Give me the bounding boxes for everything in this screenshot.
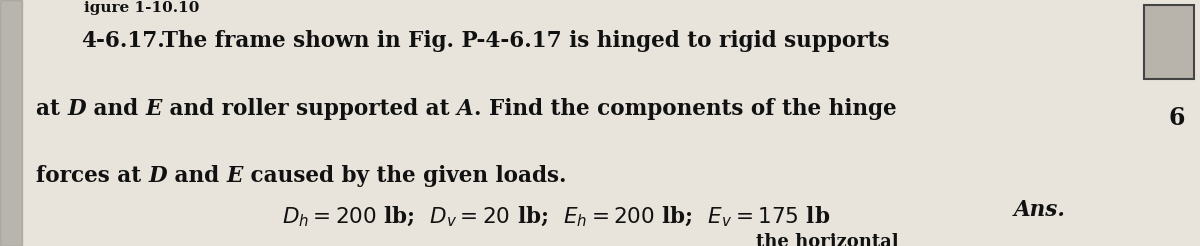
- Text: igure 1-10.10: igure 1-10.10: [84, 1, 199, 15]
- Text: and roller supported at: and roller supported at: [162, 98, 457, 120]
- Text: the horizontal: the horizontal: [756, 233, 899, 246]
- Bar: [0, 0, 22, 246]
- Text: E: E: [227, 165, 244, 187]
- Text: E: E: [145, 98, 162, 120]
- Text: D: D: [149, 165, 167, 187]
- Text: 4-6.17.: 4-6.17.: [82, 30, 166, 51]
- Text: A: A: [457, 98, 474, 120]
- Text: Ans.: Ans.: [1014, 200, 1066, 221]
- Text: forces at: forces at: [36, 165, 149, 187]
- Text: caused by the given loads.: caused by the given loads.: [244, 165, 566, 187]
- Text: $D_h = 200$ lb;  $D_v = 20$ lb;  $E_h = 200$ lb;  $E_v = 175$ lb: $D_h = 200$ lb; $D_v = 20$ lb; $E_h = 20…: [282, 205, 830, 229]
- Text: The frame shown in Fig. P-4-6.17 is hinged to rigid supports: The frame shown in Fig. P-4-6.17 is hing…: [162, 30, 889, 51]
- Text: at: at: [36, 98, 67, 120]
- Text: and: and: [86, 98, 145, 120]
- Text: 6: 6: [1169, 106, 1186, 130]
- FancyBboxPatch shape: [1144, 5, 1194, 79]
- Text: and: and: [167, 165, 227, 187]
- Text: D: D: [67, 98, 86, 120]
- Text: . Find the components of the hinge: . Find the components of the hinge: [474, 98, 896, 120]
